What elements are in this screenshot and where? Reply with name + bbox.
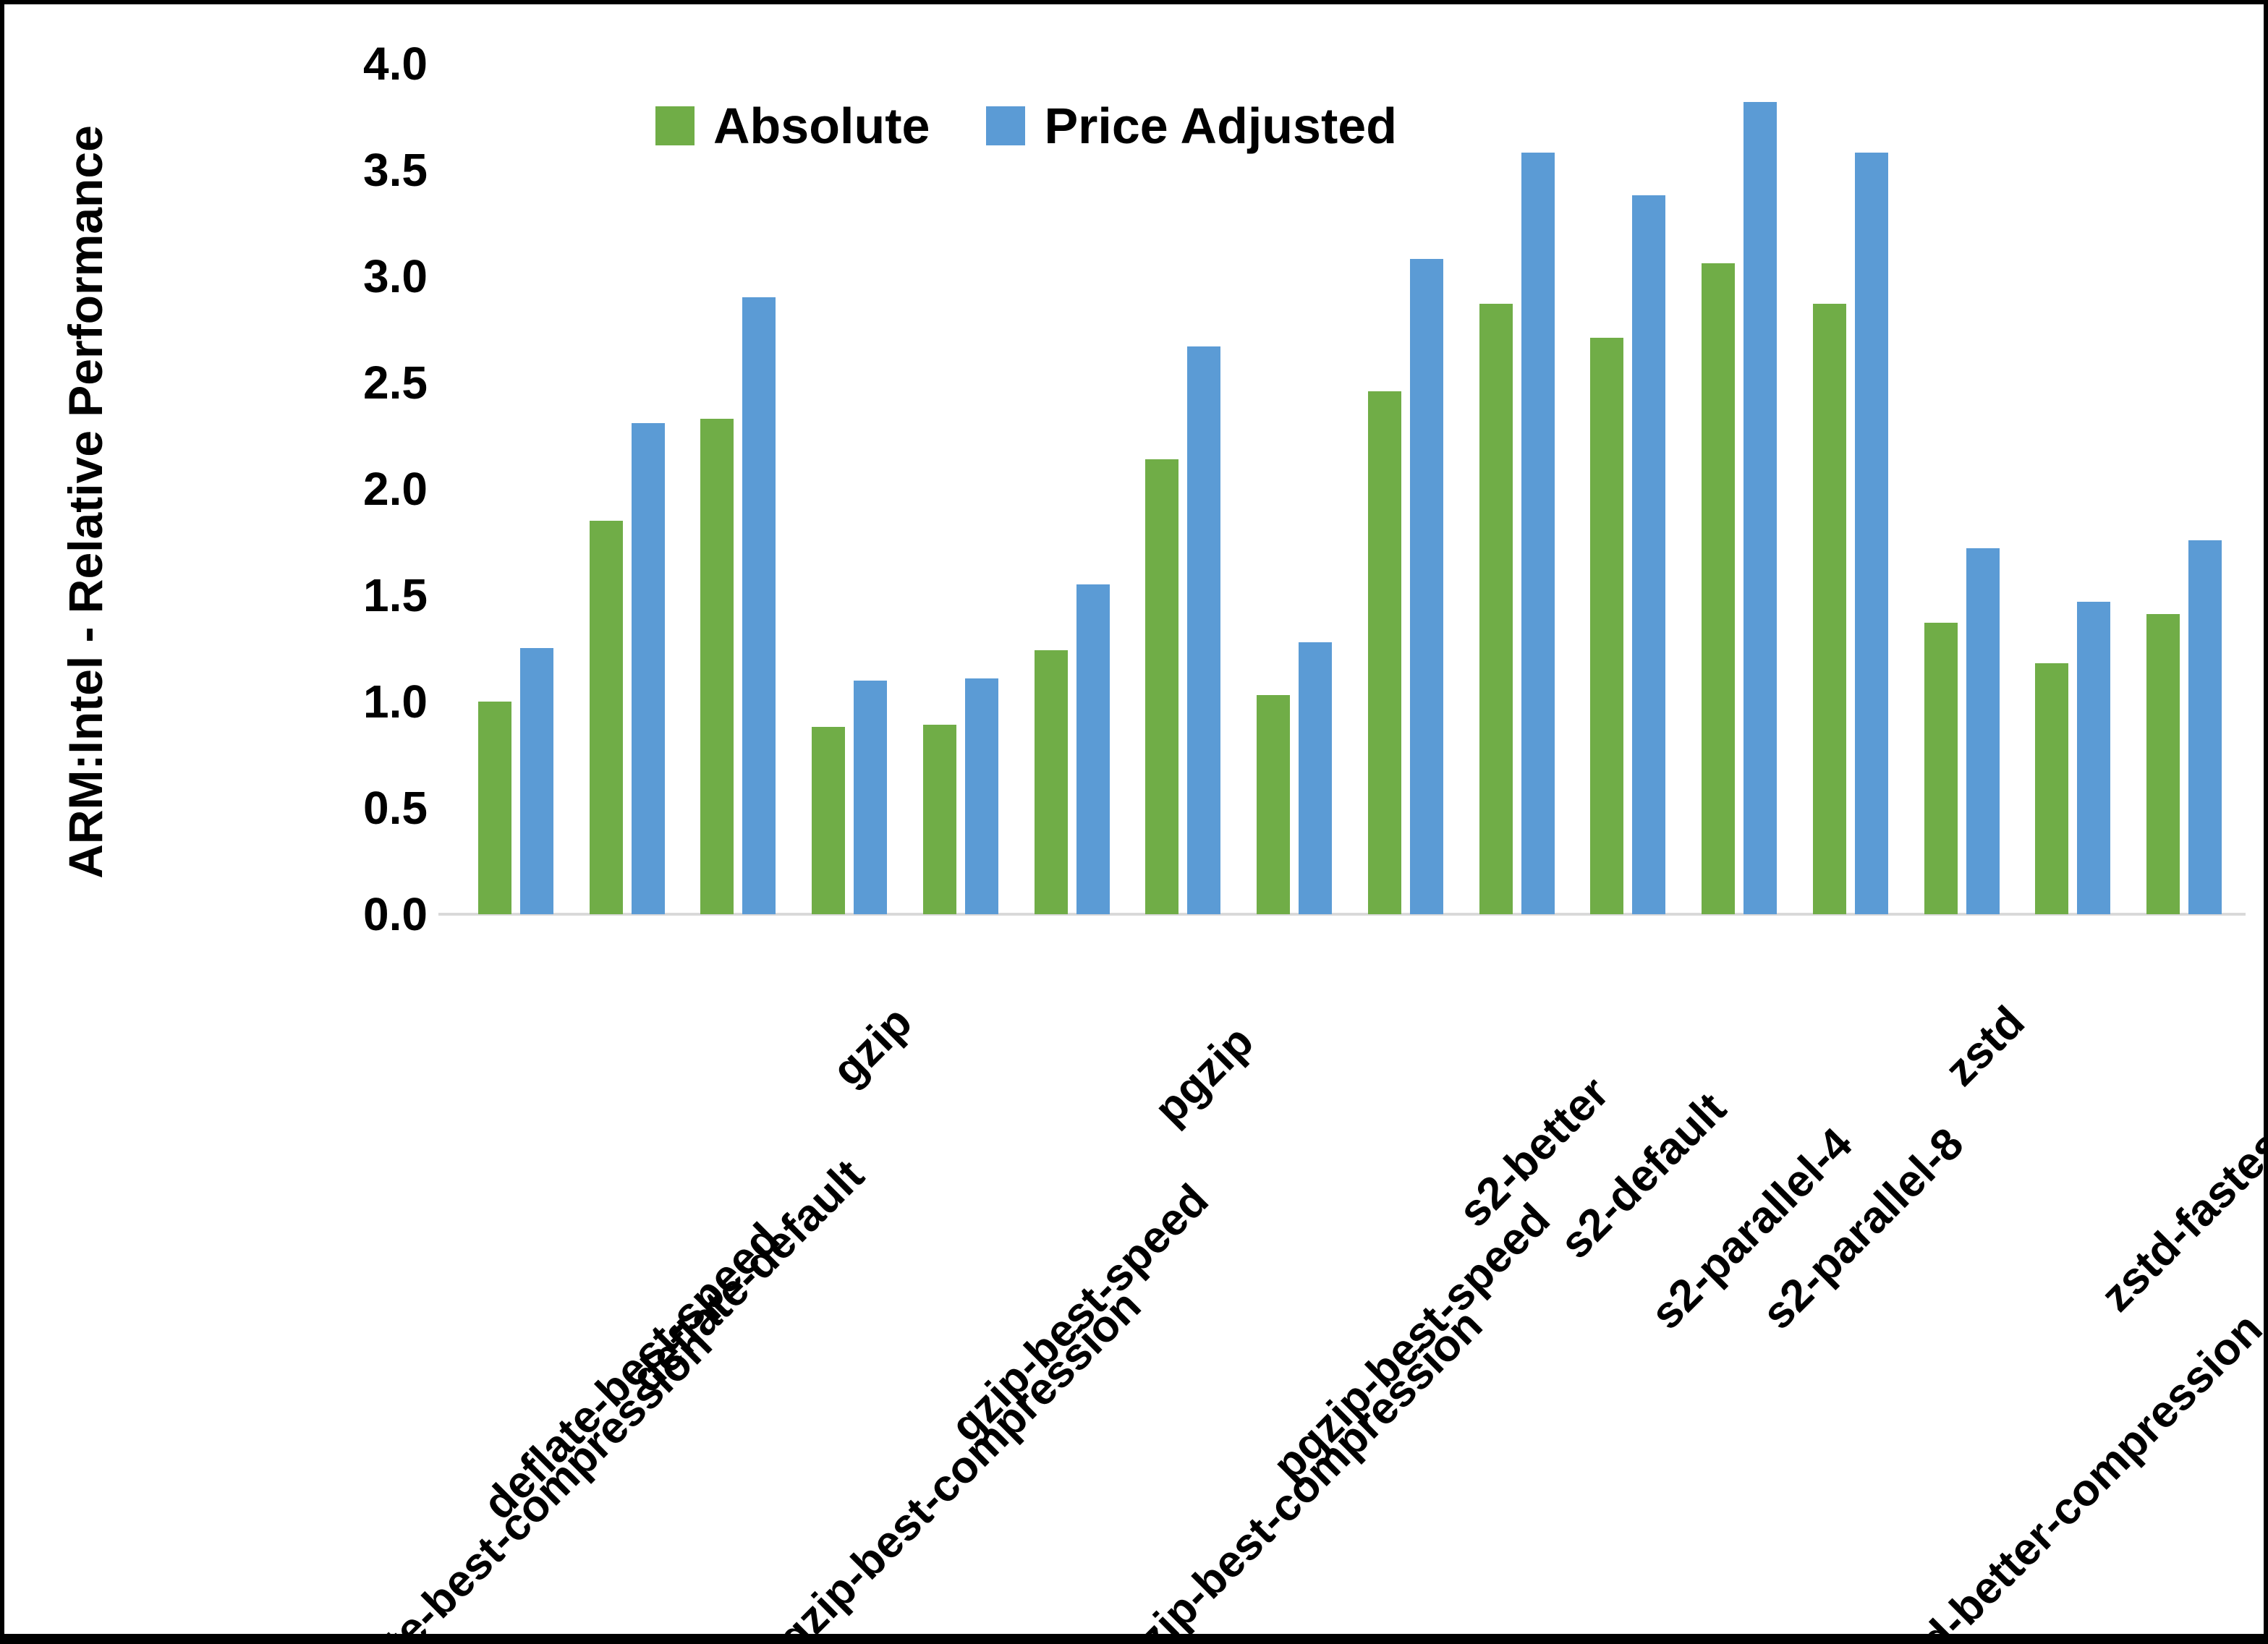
bar-price-adjusted-gzip [854,681,887,914]
y-tick-label: 0.5 [363,782,428,834]
bar-absolute-zstd-fastest [2146,614,2180,914]
bar-absolute-s2-parallel-8 [1813,304,1846,914]
y-tick-label: 2.0 [363,463,428,515]
bar-absolute-deflate-default [700,419,734,914]
bar-price-adjusted-s2-parallel-8 [1855,153,1888,914]
bar-price-adjusted-deflate-default [742,297,776,914]
plot-area: 0.0 0.5 1.0 1.5 2.0 2.5 3.0 3.5 4.0 deflate-best-… [4,4,2264,1634]
legend-label: Absolute [713,98,930,154]
legend-item-price-adjusted: Price Adjusted [986,97,1397,155]
bar-absolute-s2-better [1479,304,1513,914]
bar-price-adjusted-gzip-best-speed [1076,584,1110,914]
legend-label: Price Adjusted [1044,98,1397,154]
bar-price-adjusted-zstd [1966,548,2000,914]
bar-price-adjusted-gzip-best-compression [965,678,998,914]
bar-price-adjusted-s2-default [1632,195,1665,914]
bar-absolute-deflate-best-speed [590,521,623,914]
bar-absolute-s2-parallel-4 [1702,263,1735,914]
bar-price-adjusted-deflate-best-speed [632,423,665,914]
y-tick-label: 0.0 [363,888,428,940]
bar-absolute-gzip [812,727,845,914]
y-tick-label: 4.0 [363,38,428,90]
bar-price-adjusted-pgzip-best-speed [1410,259,1443,914]
bar-absolute-deflate-best-compression [478,702,511,914]
bar-absolute-gzip-best-speed [1035,650,1068,914]
bar-absolute-s2-default [1590,338,1623,914]
x-axis-category-label: zstd-fastest [2091,1110,2268,1321]
y-tick-label: 3.5 [363,144,428,196]
legend-swatch-icon [655,106,695,145]
x-axis-category-label: gzip-best-speed [941,1175,1218,1452]
x-axis-category-label: gzip [823,997,922,1096]
x-axis-line [438,913,2246,916]
bar-absolute-gzip-best-compression [923,725,956,914]
bar-absolute-pgzip-best-speed [1368,391,1401,914]
x-axis-category-label: pgzip-best-speed [1263,1194,1560,1491]
bar-price-adjusted-s2-parallel-4 [1744,102,1777,914]
bar-price-adjusted-s2-better [1521,153,1555,914]
bar-price-adjusted-zstd-better-compression [2077,602,2110,914]
bar-absolute-pgzip-best-compression [1257,695,1290,914]
bar-absolute-pgzip [1145,459,1178,914]
y-tick-label: 1.5 [363,569,428,621]
x-axis-category-label: zstd-better-compression [1866,1303,2268,1644]
bar-price-adjusted-zstd-fastest [2188,540,2222,914]
bar-price-adjusted-pgzip-best-compression [1299,642,1332,914]
x-axis-category-label: deflate-default [621,1150,874,1402]
bar-absolute-zstd-better-compression [2035,663,2068,914]
y-tick-label: 1.0 [363,676,428,728]
legend-swatch-icon [986,106,1026,145]
y-tick-label: 2.5 [363,357,428,409]
legend: Absolute Price Adjusted [655,97,1397,155]
bar-price-adjusted-pgzip [1187,346,1220,914]
bar-absolute-zstd [1924,623,1958,914]
bar-price-adjusted-deflate-best-compression [520,648,553,914]
x-axis-category-label: pgzip [1144,1016,1263,1135]
y-tick-label: 3.0 [363,250,428,302]
x-axis-category-label: zstd [1935,997,2034,1096]
legend-item-absolute: Absolute [655,97,930,155]
